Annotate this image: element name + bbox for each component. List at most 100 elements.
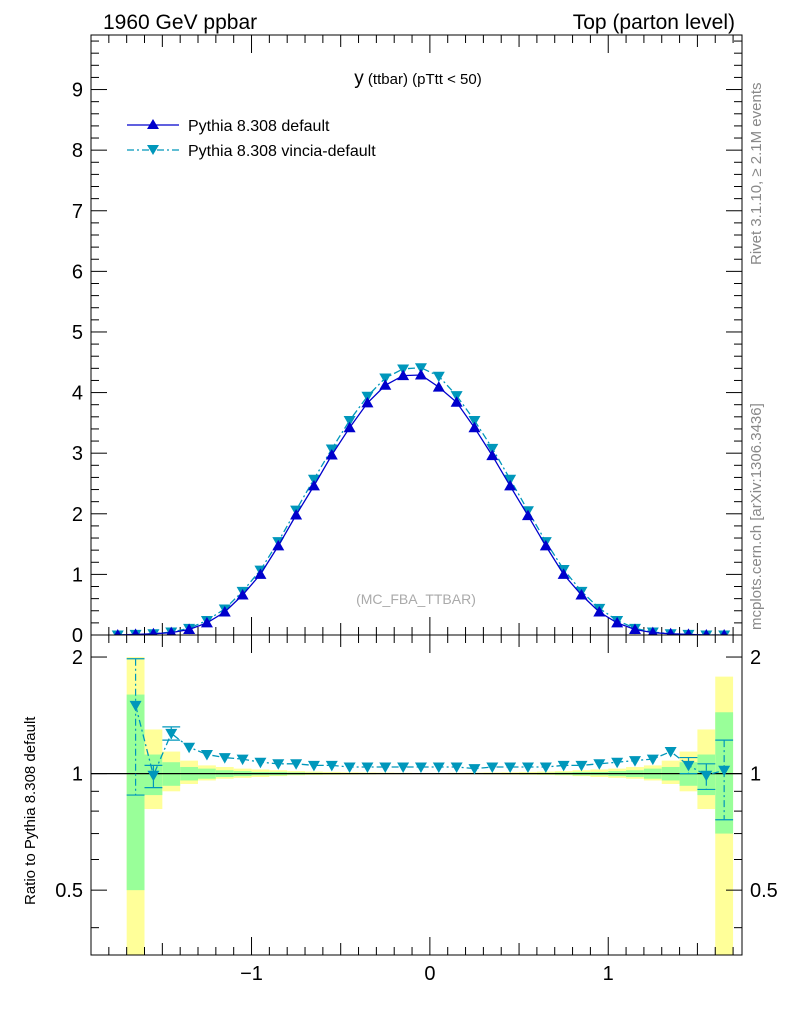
data-point-default [521,509,534,521]
data-point-vincia [468,415,481,427]
data-point-vincia [486,443,499,455]
ratio-data-point-vincia [557,760,570,772]
ratio-data-point-vincia [272,759,285,770]
data-point-vincia [343,415,356,427]
data-point-default [468,421,481,433]
data-point-default [666,627,675,635]
data-point-default [397,369,410,381]
ratio-axis-ticks [91,635,742,955]
ratio-data-point-vincia [361,762,374,773]
ratio-data-point-vincia [343,762,356,773]
data-point-default [720,629,728,635]
ratio-y-axis-label: Ratio to Pythia 8.308 default [22,716,39,905]
main-ytick-label: 2 [72,504,83,526]
data-point-default [575,589,588,600]
ratio-data-point-vincia [200,750,213,761]
main-series-layer [111,363,731,635]
ratio-data-point-vincia [290,759,303,770]
ratio-data-point-vincia [325,760,338,772]
legend: Pythia 8.308 default Pythia 8.308 vincia… [127,118,376,160]
ratio-data-point-vincia [664,747,677,758]
ratio-data-point-vincia [718,765,731,777]
ratio-frame [90,634,743,956]
data-point-default [648,626,658,635]
ratio-ytick-label: 1 [72,764,83,786]
data-point-default [379,379,392,390]
data-point-default [539,539,552,551]
main-panel: 0 1 2 3 4 5 6 7 8 9 y (ttbar) (pTtt < 50) (MC_FBA… [72,34,743,647]
main-y-tick-labels: 0 1 2 3 4 5 6 7 8 9 [72,80,83,647]
series-line-vincia [117,367,725,635]
main-ytick-label: 4 [72,383,83,405]
ratio-series-layer [126,658,734,821]
data-point-default [149,627,158,635]
data-point-default [325,449,338,460]
main-ytick-label: 0 [72,625,83,647]
data-point-vincia [379,373,392,385]
data-point-default [486,449,499,461]
main-ytick-label: 9 [72,80,83,102]
data-point-default [432,381,445,392]
main-ytick-label: 5 [72,322,83,344]
ratio-data-point-vincia [129,700,142,712]
ratio-data-point-vincia [611,757,624,769]
ratio-data-point-vincia [147,770,160,782]
ratio-data-point-vincia [379,762,392,773]
ratio-data-point-vincia [504,762,517,773]
data-point-default [183,623,196,635]
ratio-y-tick-labels-right: 0.5 1 2 [750,647,778,902]
main-ytick-label: 1 [72,564,83,586]
ratio-band-inner [126,694,145,891]
ratio-y-tick-labels: 0.5 1 2 [55,647,83,902]
data-point-default [361,396,374,408]
data-point-default [414,369,427,380]
ratio-ytick-label-right: 2 [750,647,761,669]
data-point-default [557,568,570,579]
ratio-ytick-label-right: 0.5 [750,880,778,902]
xtick-label: −1 [240,963,263,985]
ratio-ytick-label: 2 [72,647,83,669]
data-point-default [114,629,122,635]
data-point-default [702,629,710,635]
data-point-default [684,628,693,635]
main-ytick-label: 7 [72,201,83,223]
data-point-default [504,479,517,491]
ratio-bands-layer [126,657,734,955]
legend-label-vincia: Pythia 8.308 vincia-default [188,143,376,160]
ratio-data-point-vincia [628,756,641,767]
data-point-default [593,605,606,617]
ratio-data-point-vincia [165,728,178,740]
title-main: y [354,68,364,89]
ratio-data-point-vincia [218,753,231,764]
ratio-data-point-vincia [397,762,410,773]
ratio-data-point-vincia [486,762,499,773]
data-point-default [200,616,213,628]
xtick-label: 1 [603,963,614,985]
data-point-vincia [432,371,445,383]
legend-entry-default: Pythia 8.308 default [127,118,330,135]
ratio-data-point-vincia [254,757,267,769]
side-rivet-info: Rivet 3.1.10, ≥ 2.1M events [748,83,765,266]
data-point-default [131,628,140,635]
data-point-default [272,539,285,551]
xtick-label: 0 [424,963,435,985]
data-point-default [254,568,267,579]
ratio-data-point-vincia [700,770,713,782]
ratio-data-point-vincia [450,762,463,773]
ratio-ytick-label-right: 1 [750,764,761,786]
ratio-series-line-vincia [134,705,725,778]
data-point-default [450,396,463,407]
data-point-default [218,605,231,617]
ratio-data-point-vincia [432,762,445,773]
title-sub: (ttbar) (pTtt < 50) [364,71,482,88]
main-chart-title: y (ttbar) (pTtt < 50) [354,68,481,89]
watermark-analysis: (MC_FBA_TTBAR) [356,591,476,607]
ratio-data-point-vincia [414,762,427,773]
data-point-default [343,421,356,433]
data-point-default [307,479,320,491]
main-axis-ticks [91,35,742,636]
main-ytick-label: 3 [72,443,83,465]
ratio-data-point-vincia [236,754,249,766]
main-ytick-label: 6 [72,261,83,283]
